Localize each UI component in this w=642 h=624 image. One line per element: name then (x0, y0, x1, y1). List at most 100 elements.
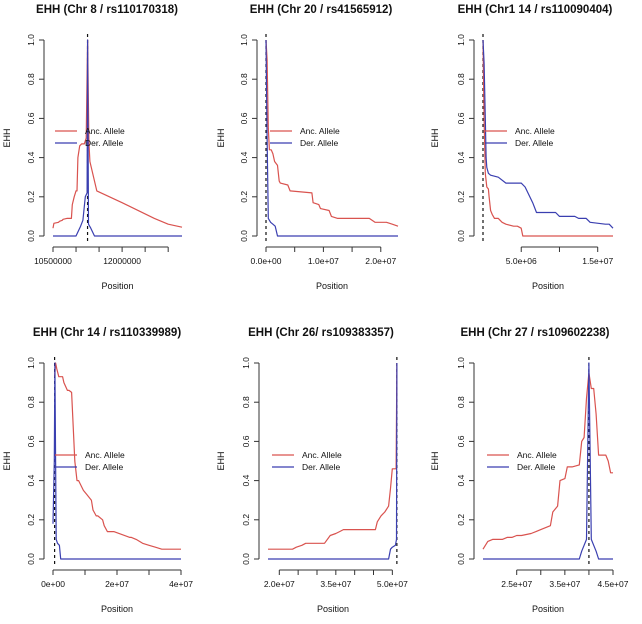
x-axis-label: Position (532, 281, 564, 291)
x-axis-label: Position (316, 281, 348, 291)
panel-title: EHH (Chr1 14 / rs110090404) (458, 4, 613, 16)
y-tick-label: 1.0 (26, 34, 36, 46)
y-tick-label: 0.8 (239, 73, 249, 85)
y-tick-label: 0.4 (26, 151, 36, 163)
anc-allele-line (265, 39, 399, 227)
der-allele-line (483, 362, 613, 560)
y-tick-label: 0.8 (241, 396, 251, 408)
x-tick-label: 10500000 (34, 256, 72, 266)
der-allele-line (482, 39, 614, 229)
y-tick-label: 0.8 (456, 396, 466, 408)
legend-label: Anc. Allele (515, 126, 555, 136)
x-axis-label: Position (101, 604, 133, 614)
x-axis-label: Position (532, 604, 564, 614)
ehh-panel: EHH (Chr1 14 / rs110090404) EHH Position 0.… (430, 4, 613, 291)
x-tick-label: 2.0e+07 (365, 256, 396, 266)
y-tick-label: 0.0 (241, 553, 251, 565)
x-tick-label: 3.5e+07 (549, 579, 580, 589)
x-tick-label: 3.5e+07 (320, 579, 351, 589)
y-axis-label: EHH (216, 451, 226, 470)
legend-label: Anc. Allele (302, 450, 342, 460)
ehh-panel: EHH (Chr 8 / rs110170318) EHH Position 0.0 0… (2, 4, 183, 291)
anc-allele-line (482, 372, 613, 550)
y-axis-label: EHH (2, 451, 12, 470)
x-tick-label: 0.0e+00 (251, 256, 282, 266)
x-tick-label: 2.5e+07 (501, 579, 532, 589)
y-tick-label: 0.4 (241, 474, 251, 486)
y-tick-label: 1.0 (239, 34, 249, 46)
legend-label: Anc. Allele (85, 126, 125, 136)
y-tick-label: 0.2 (239, 191, 249, 203)
anc-allele-line (482, 39, 613, 237)
panel-title: EHH (Chr 8 / rs110170318) (36, 4, 178, 16)
x-tick-label: 1.0e+07 (308, 256, 339, 266)
anc-allele-line (54, 362, 181, 550)
y-tick-label: 0.8 (26, 73, 36, 85)
x-tick-label: 2e+07 (105, 579, 129, 589)
y-tick-label: 0.2 (26, 191, 36, 203)
panel-title: EHH (Chr 14 / rs110339989) (33, 327, 181, 339)
x-tick-label: 2.0e+07 (264, 579, 295, 589)
ehh-panel: EHH (Chr 26/ rs109383357) EHH Position 0.0 0… (216, 327, 408, 614)
y-tick-label: 0.4 (456, 474, 466, 486)
panel-title: EHH (Chr 26/ rs109383357) (248, 327, 394, 339)
legend-label: Der. Allele (300, 138, 339, 148)
y-tick-label: 0.6 (456, 435, 466, 447)
y-tick-label: 0.0 (26, 230, 36, 242)
ehh-panel: EHH (Chr 20 / rs41565912) EHH Position 0.0 0… (216, 4, 399, 291)
y-tick-label: 0.6 (26, 112, 36, 124)
y-tick-label: 0.6 (241, 435, 251, 447)
x-tick-label: 12000000 (103, 256, 141, 266)
der-allele-line (268, 362, 398, 560)
legend-label: Anc. Allele (85, 450, 125, 460)
der-allele-line (53, 39, 182, 237)
legend-label: Anc. Allele (300, 126, 340, 136)
y-tick-label: 0.0 (456, 230, 466, 242)
y-tick-label: 0.8 (26, 396, 36, 408)
y-tick-label: 0.4 (239, 151, 249, 163)
y-tick-label: 0.2 (26, 514, 36, 526)
anc-allele-line (52, 39, 183, 229)
x-tick-label: 0e+00 (41, 579, 65, 589)
y-tick-label: 1.0 (456, 357, 466, 369)
y-axis-label: EHH (2, 128, 12, 147)
y-tick-label: 0.0 (239, 230, 249, 242)
x-tick-label: 4e+07 (169, 579, 193, 589)
x-tick-label: 5.0e+06 (506, 256, 537, 266)
y-tick-label: 1.0 (241, 357, 251, 369)
y-tick-label: 0.6 (239, 112, 249, 124)
der-allele-line (265, 39, 398, 237)
y-tick-label: 0.2 (456, 514, 466, 526)
y-axis-label: EHH (430, 128, 440, 147)
y-axis-label: EHH (430, 451, 440, 470)
y-tick-label: 0.0 (456, 553, 466, 565)
anc-allele-line (268, 362, 398, 550)
panel-title: EHH (Chr 20 / rs41565912) (250, 4, 393, 16)
y-tick-label: 0.4 (456, 151, 466, 163)
legend-label: Der. Allele (85, 138, 124, 148)
legend-label: Der. Allele (302, 462, 341, 472)
legend-label: Der. Allele (515, 138, 554, 148)
x-tick-label: 1.5e+07 (582, 256, 613, 266)
y-tick-label: 1.0 (456, 34, 466, 46)
y-axis-label: EHH (216, 128, 226, 147)
der-allele-line (52, 362, 181, 560)
y-tick-label: 0.0 (26, 553, 36, 565)
legend-label: Anc. Allele (517, 450, 557, 460)
legend-label: Der. Allele (85, 462, 124, 472)
y-tick-label: 0.4 (26, 474, 36, 486)
x-tick-label: 5.0e+07 (377, 579, 408, 589)
y-tick-label: 0.6 (26, 435, 36, 447)
x-axis-label: Position (317, 604, 349, 614)
y-tick-label: 1.0 (26, 357, 36, 369)
ehh-panel: EHH (Chr 27 / rs109602238) EHH Position 0.0… (430, 327, 629, 614)
panel-title: EHH (Chr 27 / rs109602238) (461, 327, 610, 339)
y-tick-label: 0.2 (241, 514, 251, 526)
x-axis-label: Position (101, 281, 133, 291)
y-tick-label: 0.2 (456, 191, 466, 203)
y-tick-label: 0.8 (456, 73, 466, 85)
legend-label: Der. Allele (517, 462, 556, 472)
y-tick-label: 0.6 (456, 112, 466, 124)
